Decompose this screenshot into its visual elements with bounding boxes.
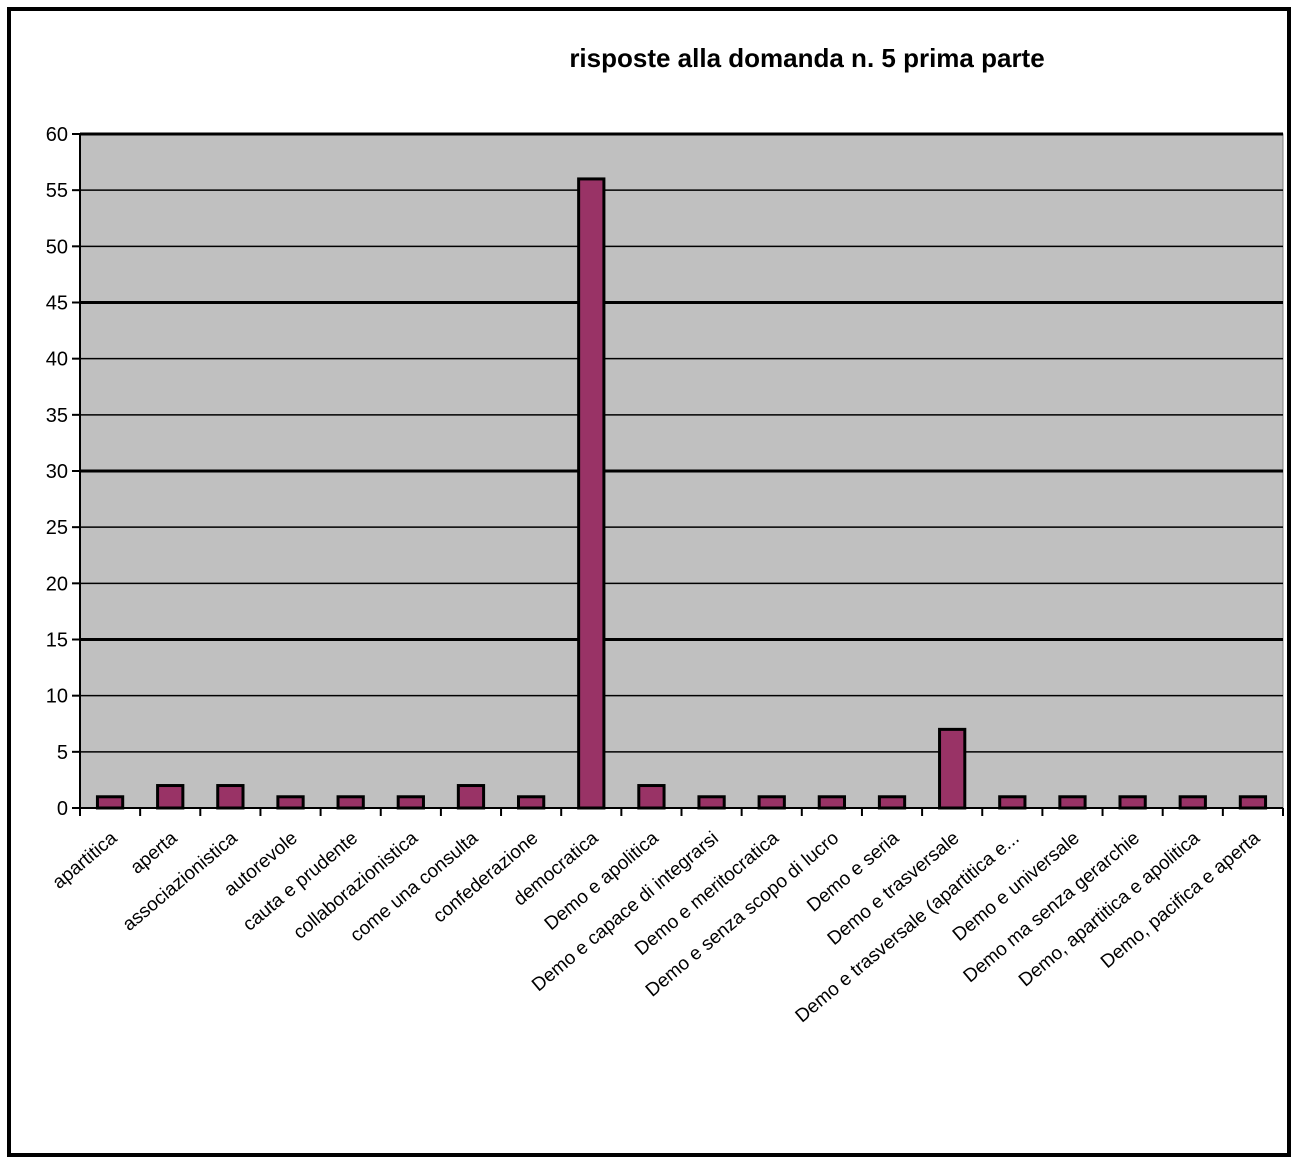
- y-tick-label: 15: [46, 630, 68, 652]
- bar: [276, 795, 305, 810]
- bar: [998, 795, 1027, 810]
- bar: [216, 784, 245, 810]
- y-tick-label: 5: [57, 742, 68, 764]
- bar: [95, 795, 125, 810]
- y-tick-label: 30: [46, 461, 68, 483]
- bar: [1238, 795, 1268, 810]
- chart-title: risposte alla domanda n. 5 prima parte: [569, 43, 1044, 73]
- y-tick-label: 0: [57, 798, 68, 820]
- y-tick-label: 45: [46, 293, 68, 315]
- y-tick-label: 25: [46, 517, 68, 539]
- bar: [456, 784, 486, 810]
- bar: [1178, 795, 1207, 810]
- bar: [757, 795, 786, 810]
- bar: [938, 727, 967, 810]
- bar: [156, 784, 185, 810]
- bar: [1118, 795, 1147, 810]
- bar: [877, 795, 907, 810]
- y-tick-label: 60: [46, 124, 68, 146]
- y-tick-label: 20: [46, 573, 68, 595]
- y-tick-label: 35: [46, 405, 68, 427]
- bar: [577, 177, 606, 810]
- bar: [637, 784, 666, 810]
- bar: [697, 795, 726, 810]
- y-tick-label: 55: [46, 180, 68, 202]
- y-tick-label: 50: [46, 236, 68, 258]
- bar: [516, 795, 546, 810]
- y-tick-label: 10: [46, 686, 68, 708]
- y-tick-label: 40: [46, 349, 68, 371]
- bar: [1058, 795, 1087, 810]
- bar: [396, 795, 425, 810]
- bar: [336, 795, 365, 810]
- bar: [817, 795, 847, 810]
